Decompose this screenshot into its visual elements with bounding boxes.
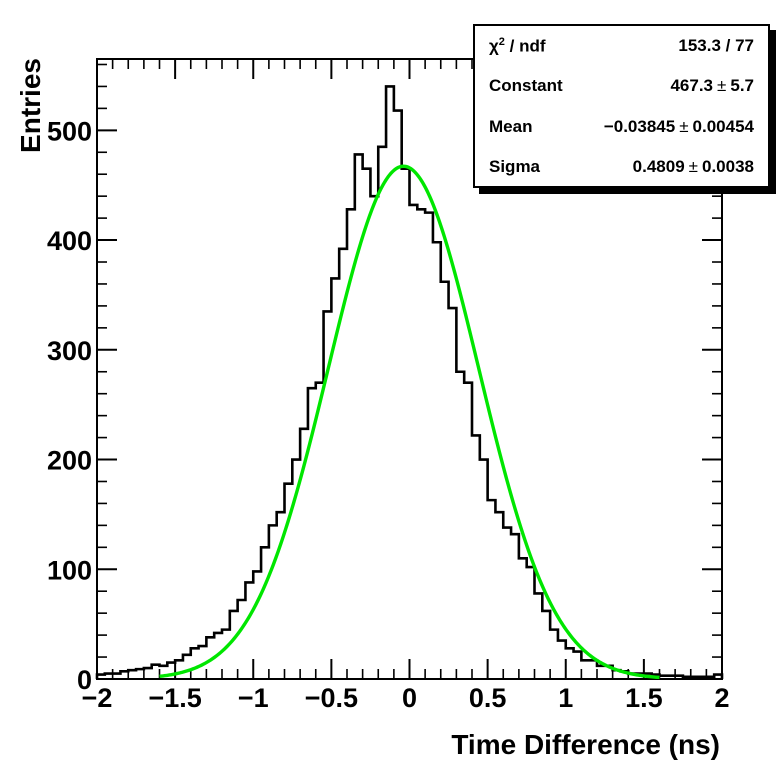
histogram-bin	[230, 611, 238, 679]
stats-value-chi2: 153.3 / 77	[678, 36, 754, 55]
x-tick-label: −1	[238, 683, 269, 713]
x-axis-title: Time Difference (ns)	[451, 729, 720, 760]
stats-row-sigma: Sigma 0.4809 ±0.0038	[489, 155, 754, 179]
histogram-bin	[120, 671, 128, 679]
y-tick-labels: 0 100 200 300 400 500	[47, 116, 92, 695]
x-tick-label: 1	[558, 683, 573, 713]
y-axis-title: Entries	[15, 58, 46, 153]
histogram-bin	[238, 600, 246, 679]
histogram-bin	[714, 675, 722, 679]
histogram-bin	[253, 571, 261, 679]
histogram-bin	[222, 630, 230, 679]
histogram-bin	[472, 435, 480, 679]
y-tick-label: 100	[47, 555, 92, 585]
histogram-bin	[675, 676, 683, 679]
histogram-bin	[542, 611, 550, 679]
histogram-bin	[558, 641, 566, 679]
histogram-bin	[667, 676, 675, 679]
histogram-bin	[449, 308, 457, 679]
gaussian-fit-curve	[159, 164, 660, 680]
histogram-bin	[597, 666, 605, 679]
y-tick-label: 0	[77, 665, 92, 695]
histogram-bin	[433, 242, 441, 679]
histogram-bin	[581, 660, 589, 679]
histogram-bin	[683, 677, 691, 679]
x-tick-label: 0	[402, 683, 417, 713]
histogram-bin	[699, 677, 707, 679]
x-tick-label: −2	[82, 683, 113, 713]
histogram-bin	[535, 593, 543, 679]
histogram-bin	[566, 648, 574, 679]
histogram-bin	[152, 665, 160, 679]
x-tick-label: 0.5	[469, 683, 507, 713]
y-tick-label: 500	[47, 116, 92, 146]
stats-label-constant: Constant	[489, 76, 563, 95]
histogram-bin	[480, 460, 488, 679]
stats-row-mean: Mean −0.03845 ±0.00454	[489, 115, 754, 139]
histogram-bin	[175, 660, 183, 679]
histogram-bin	[495, 512, 503, 679]
histogram-bin	[527, 567, 535, 679]
histogram-bin	[370, 196, 378, 679]
x-tick-label: −0.5	[305, 683, 358, 713]
histogram-bin	[316, 383, 324, 679]
histogram-bin	[113, 674, 121, 679]
histogram-bin	[660, 676, 668, 679]
histogram-bin	[417, 209, 425, 679]
stats-row-chi2: χ2 / ndf 153.3 / 77	[489, 34, 754, 58]
histogram-bin	[456, 372, 464, 679]
histogram-bin	[128, 670, 136, 679]
x-tick-label: 2	[714, 683, 729, 713]
x-tick-labels: −2 −1.5 −1 −0.5 0 0.5 1 1.5 2	[82, 683, 730, 713]
histogram-bin	[269, 525, 277, 679]
y-tick-label: 300	[47, 336, 92, 366]
histogram-bin	[144, 668, 152, 679]
y-tick-label: 400	[47, 226, 92, 256]
stats-value-mean: −0.03845 ±0.00454	[603, 117, 754, 136]
histogram-bin	[574, 652, 582, 679]
histogram-bin	[503, 528, 511, 679]
histogram-bin	[261, 547, 269, 679]
histogram-bin	[410, 205, 418, 679]
stats-row-constant: Constant 467.3 ±5.7	[489, 74, 754, 98]
x-tick-label: 1.5	[625, 683, 663, 713]
histogram-bin	[511, 534, 519, 679]
histogram-bin	[378, 147, 386, 679]
histogram-bin	[97, 675, 105, 679]
histogram-bin	[441, 282, 449, 679]
stats-label-chi2: χ2 / ndf	[489, 35, 546, 56]
stats-value-sigma: 0.4809 ±0.0038	[632, 157, 754, 176]
histogram-bin	[589, 660, 597, 679]
histogram-bin	[550, 630, 558, 679]
stats-value-constant: 467.3 ±5.7	[670, 76, 754, 95]
histogram-bin	[136, 669, 144, 679]
histogram-bin	[402, 169, 410, 679]
histogram-bin	[425, 213, 433, 679]
fit-layer	[159, 164, 660, 680]
histogram-bin	[691, 677, 699, 679]
fit-statistics-box: χ2 / ndf 153.3 / 77 Constant 467.3 ±5.7 M…	[473, 24, 770, 188]
x-tick-label: −1.5	[148, 683, 201, 713]
histogram-bin	[488, 500, 496, 679]
histogram-bin	[105, 674, 113, 679]
histogram-bin	[464, 383, 472, 679]
histogram-bin	[706, 677, 714, 679]
histogram-bin	[394, 111, 402, 679]
histogram-bin	[183, 655, 191, 679]
histogram-bin	[519, 558, 527, 679]
histogram-bin	[191, 648, 199, 679]
stats-label-sigma: Sigma	[489, 157, 541, 176]
stats-label-mean: Mean	[489, 117, 533, 136]
y-tick-label: 200	[47, 446, 92, 476]
histogram-bin	[355, 154, 363, 679]
histogram-bin	[245, 582, 253, 679]
histogram-bin	[363, 169, 371, 679]
